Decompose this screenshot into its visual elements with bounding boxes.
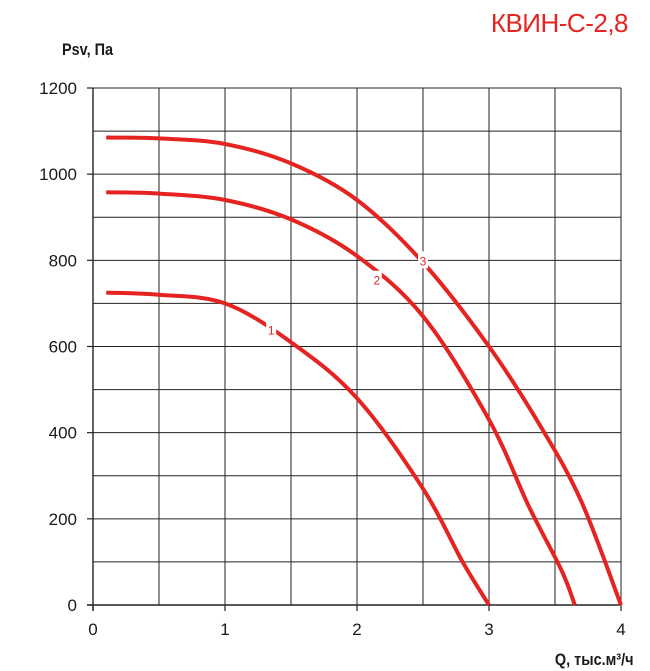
y-tick-label: 0 <box>68 596 77 615</box>
x-tick-label: 0 <box>88 620 97 639</box>
grid <box>93 87 622 605</box>
tick-labels: 0 200 400 600 800 1000 1200 0 1 2 3 4 <box>39 79 626 639</box>
series-2-label: 2 <box>373 274 380 288</box>
x-axis-label: Q, тыс.м³/ч <box>555 650 634 669</box>
series-2-label-bg <box>371 270 382 288</box>
y-tick-label: 800 <box>49 251 77 270</box>
series-3-line <box>106 135 623 606</box>
series-3-label-bg <box>418 251 428 269</box>
x-tick-label: 2 <box>352 620 361 639</box>
series-1-line <box>106 290 491 607</box>
y-axis-label: Psv, Па <box>62 40 114 59</box>
series-1-label: 1 <box>268 323 275 337</box>
x-tick-label: 3 <box>484 620 493 639</box>
axes <box>87 87 622 611</box>
y-tick-label: 200 <box>49 510 77 529</box>
y-tick-label: 400 <box>49 424 77 443</box>
model-title: КВИН-С-2,8 <box>490 8 629 38</box>
y-tick-label: 1200 <box>39 79 77 98</box>
series-1-label-bg <box>266 320 277 338</box>
series-2-line <box>106 190 577 606</box>
x-tick-label: 1 <box>220 620 229 639</box>
series: 1 2 3 <box>106 135 623 607</box>
x-tick-label: 4 <box>616 620 625 639</box>
y-tick-label: 1000 <box>39 165 77 184</box>
series-3-label: 3 <box>420 254 427 268</box>
y-tick-label: 600 <box>49 338 77 357</box>
